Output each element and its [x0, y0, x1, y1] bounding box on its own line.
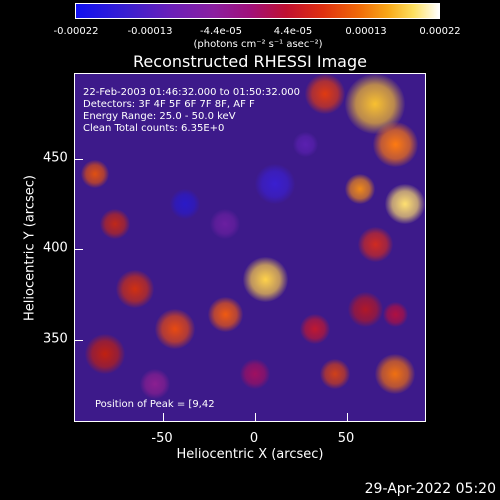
y-tick	[75, 249, 83, 250]
emission-blob	[207, 296, 243, 332]
image-title: Reconstructed RHESSI Image	[133, 52, 367, 71]
time-range-text: 22-Feb-2003 01:46:32.000 to 01:50:32.000	[83, 87, 301, 98]
emission-blob	[116, 270, 154, 308]
emission-blob	[255, 164, 295, 204]
counts-text: Clean Total counts: 6.35E+0	[83, 123, 225, 134]
emission-blob	[345, 174, 375, 204]
emission-blob	[85, 334, 125, 374]
colorbar-units: (photons cm⁻² s⁻¹ asec⁻²)	[193, 39, 323, 50]
emission-blob	[382, 301, 408, 327]
y-tick	[75, 159, 83, 160]
emission-blob	[305, 74, 345, 114]
emission-blob	[375, 354, 415, 394]
colorbar	[75, 3, 440, 19]
x-tick	[347, 413, 348, 421]
y-axis-label: Heliocentric Y (arcsec)	[22, 175, 38, 321]
y-tick-label: 350	[43, 331, 68, 347]
colorbar-tick-label: 4.4e-05	[273, 26, 313, 37]
emission-blob	[292, 131, 318, 157]
x-tick	[163, 413, 164, 421]
colorbar-tick-label: -0.00022	[53, 26, 99, 37]
emission-blob	[372, 121, 418, 167]
emission-blob	[357, 226, 393, 262]
peak-position-text: Position of Peak = [9,42	[95, 399, 215, 410]
y-tick-label: 450	[43, 150, 68, 166]
x-tick-label: 50	[337, 431, 355, 446]
x-tick-label: -50	[151, 431, 173, 446]
emission-blob	[100, 209, 130, 239]
emission-blob	[385, 184, 425, 224]
colorbar-tick-label: 0.00022	[419, 26, 461, 37]
y-tick	[75, 340, 83, 341]
emission-blob	[300, 314, 330, 344]
x-tick	[255, 413, 256, 421]
energy-range-text: Energy Range: 25.0 - 50.0 keV	[83, 111, 236, 122]
colorbar-tick-label: 0.00013	[345, 26, 387, 37]
emission-blob	[155, 309, 195, 349]
emission-blob	[347, 291, 383, 327]
x-axis-label: Heliocentric X (arcsec)	[176, 447, 324, 462]
colorbar-tick-label: -4.4e-05	[200, 26, 242, 37]
detectors-text: Detectors: 3F 4F 5F 6F 7F 8F, AF F	[83, 99, 255, 110]
emission-blob	[240, 359, 270, 389]
emission-blob	[170, 189, 200, 219]
emission-blob	[81, 160, 109, 188]
emission-blob	[320, 359, 350, 389]
emission-blob	[140, 369, 170, 399]
timestamp: 29-Apr-2022 05:20	[364, 481, 496, 497]
y-tick-label: 400	[43, 240, 68, 256]
x-tick-label: 0	[249, 431, 259, 446]
emission-blob	[210, 209, 240, 239]
colorbar-tick-label: -0.00013	[127, 26, 173, 37]
rhessi-image: 22-Feb-2003 01:46:32.000 to 01:50:32.000…	[74, 73, 426, 422]
emission-blob	[242, 256, 288, 302]
